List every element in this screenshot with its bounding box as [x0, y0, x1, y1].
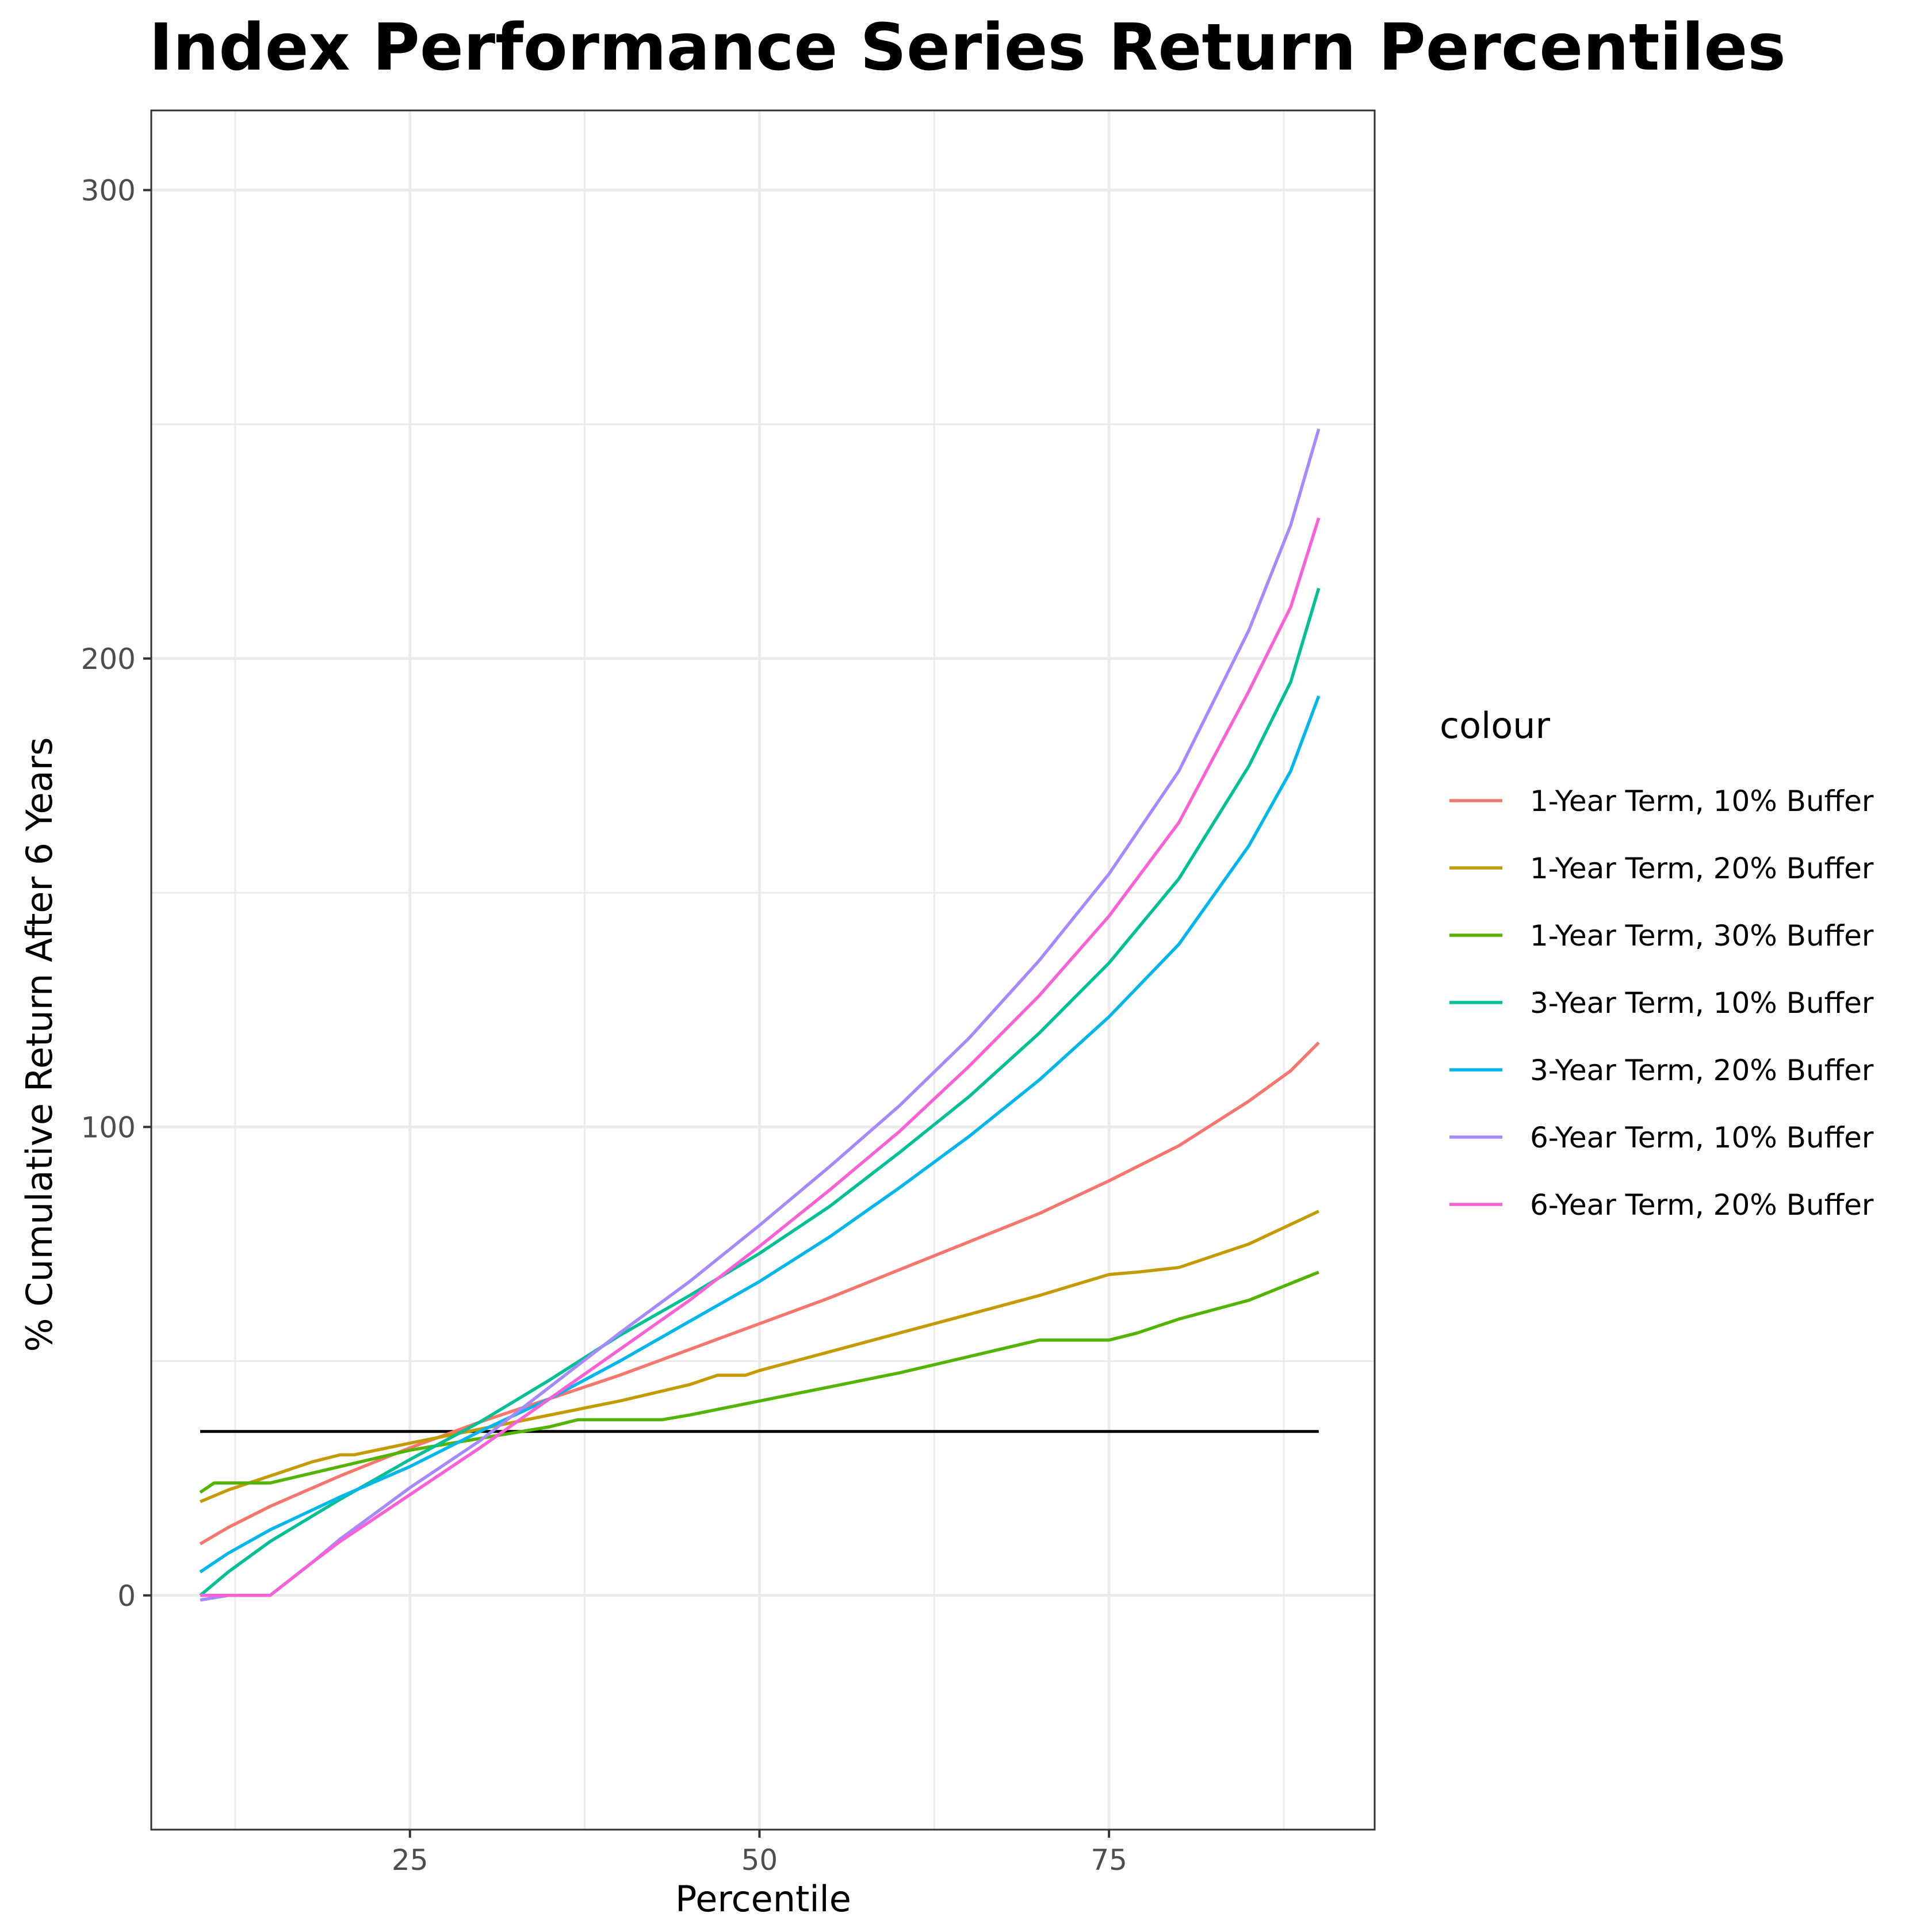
x-tick-label: 50: [741, 1843, 778, 1877]
series-line-1: [199, 1041, 1320, 1545]
series-line-7: [200, 517, 1321, 1597]
series-line-5: [199, 695, 1321, 1574]
y-tick-label: 100: [81, 1111, 136, 1144]
x-tick-label: 75: [1091, 1843, 1127, 1877]
legend-label-1: 1-Year Term, 10% Buffer: [1530, 785, 1874, 818]
y-tick-label: 0: [117, 1579, 136, 1613]
legend-label-5: 3-Year Term, 20% Buffer: [1530, 1054, 1874, 1087]
series-line-4: [199, 587, 1321, 1597]
y-tick-label: 200: [81, 642, 136, 676]
legend-label-3: 1-Year Term, 30% Buffer: [1530, 919, 1874, 952]
y-axis-title: % Cumulative Return After 6 Years: [18, 737, 60, 1352]
panel-background: [151, 110, 1375, 1830]
legend-label-2: 1-Year Term, 20% Buffer: [1530, 852, 1874, 885]
legend-label-4: 3-Year Term, 10% Buffer: [1530, 986, 1874, 1020]
x-tick-label: 25: [392, 1843, 429, 1877]
series-line-3: [199, 1271, 1319, 1494]
legend-label-7: 6-Year Term, 20% Buffer: [1530, 1188, 1874, 1222]
y-tick-label: 300: [81, 174, 136, 207]
panel-border: [150, 109, 1376, 1831]
series-line-2: [200, 1210, 1319, 1503]
x-axis-title: Percentile: [675, 1878, 851, 1920]
legend-title: colour: [1440, 705, 1550, 747]
legend-label-6: 6-Year Term, 10% Buffer: [1530, 1121, 1874, 1154]
legend: colour 1-Year Term, 10% Buffer 1-Year Ter…: [1440, 705, 1874, 1222]
chart-title: Index Performance Series Return Percenti…: [149, 10, 1786, 85]
plot-panel: 25 50 75 0 100 200 300: [81, 109, 1376, 1877]
